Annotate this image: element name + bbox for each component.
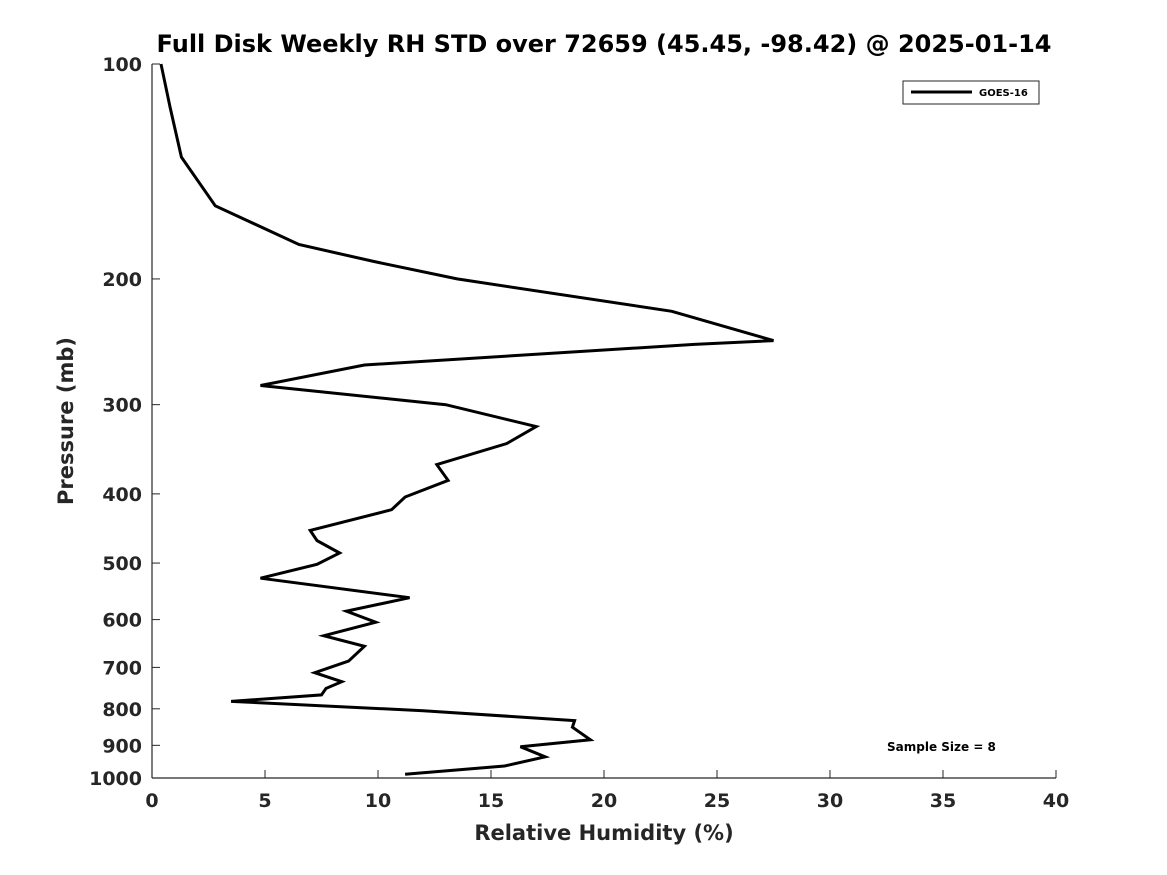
y-tick-label: 1000 [89, 768, 142, 790]
x-axis-label: Relative Humidity (%) [474, 821, 733, 845]
y-tick-label: 600 [102, 610, 142, 632]
sample-size-annotation: Sample Size = 8 [887, 740, 996, 754]
x-tick-label: 20 [591, 790, 617, 812]
chart-title: Full Disk Weekly RH STD over 72659 (45.4… [157, 30, 1052, 58]
series-line-goes-16 [159, 63, 774, 776]
plot-axes [151, 64, 1056, 779]
y-tick-label: 100 [102, 54, 142, 76]
x-tick-label: 40 [1043, 790, 1069, 812]
y-ticks: 100 200 300 400 500 600 700 800 900 1000 [89, 54, 160, 790]
y-axis-label: Pressure (mb) [54, 337, 78, 505]
legend: GOES-16 [902, 80, 1040, 105]
legend-label-goes-16: GOES-16 [979, 88, 1028, 99]
x-tick-label: 0 [145, 790, 158, 812]
x-tick-label: 10 [365, 790, 391, 812]
x-ticks: 0 5 10 15 20 25 30 35 40 [145, 770, 1069, 812]
y-tick-label: 300 [102, 395, 142, 417]
x-tick-label: 35 [930, 790, 956, 812]
y-tick-label: 200 [102, 269, 142, 291]
y-tick-label: 800 [102, 699, 142, 721]
x-tick-label: 15 [478, 790, 504, 812]
y-tick-label: 700 [102, 657, 142, 679]
x-tick-label: 25 [704, 790, 730, 812]
x-tick-label: 5 [258, 790, 271, 812]
y-tick-label: 900 [102, 735, 142, 757]
y-tick-label: 400 [102, 484, 142, 506]
y-tick-label: 500 [102, 553, 142, 575]
x-tick-label: 30 [817, 790, 843, 812]
